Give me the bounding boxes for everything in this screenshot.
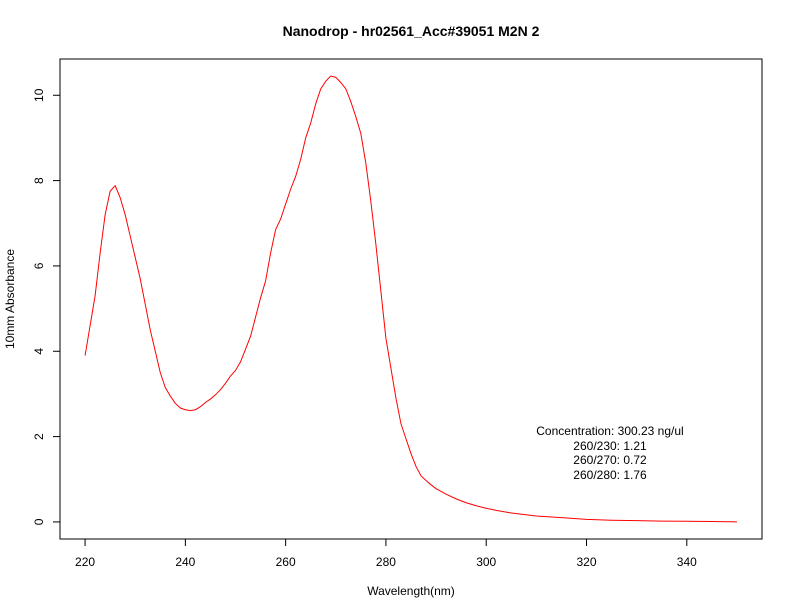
x-tick-label: 240 [175, 555, 195, 569]
annotation-concentration: Concentration: 300.23 ng/ul [536, 424, 683, 438]
x-tick-label: 340 [677, 555, 697, 569]
y-tick-label: 0 [32, 518, 46, 525]
annotation-ratio-260-230: 260/230: 1.21 [573, 439, 647, 453]
x-tick-label: 220 [75, 555, 95, 569]
y-tick-label: 2 [32, 433, 46, 440]
y-tick-label: 8 [32, 177, 46, 184]
x-tick-label: 300 [476, 555, 496, 569]
absorbance-series-line [84, 75, 737, 523]
stats-annotation: Concentration: 300.23 ng/ul 260/230: 1.2… [536, 424, 683, 482]
y-tick-label: 4 [32, 348, 46, 355]
x-tick-label: 280 [376, 555, 396, 569]
plot-area-border [59, 58, 763, 540]
y-tick-label: 6 [32, 262, 46, 269]
x-axis: 220 240 260 280 300 320 340 [75, 539, 697, 569]
chart-title: Nanodrop - hr02561_Acc#39051 M2N 2 [283, 23, 540, 39]
x-tick-label: 320 [576, 555, 596, 569]
x-axis-label: Wavelength(nm) [367, 584, 455, 598]
annotation-ratio-260-280: 260/280: 1.76 [573, 468, 647, 482]
y-axis-label: 10mm Absorbance [3, 249, 17, 349]
y-axis: 0 2 4 6 8 10 [32, 88, 60, 525]
y-tick-label: 10 [32, 88, 46, 102]
x-tick-label: 260 [276, 555, 296, 569]
annotation-ratio-260-270: 260/270: 0.72 [573, 453, 647, 467]
